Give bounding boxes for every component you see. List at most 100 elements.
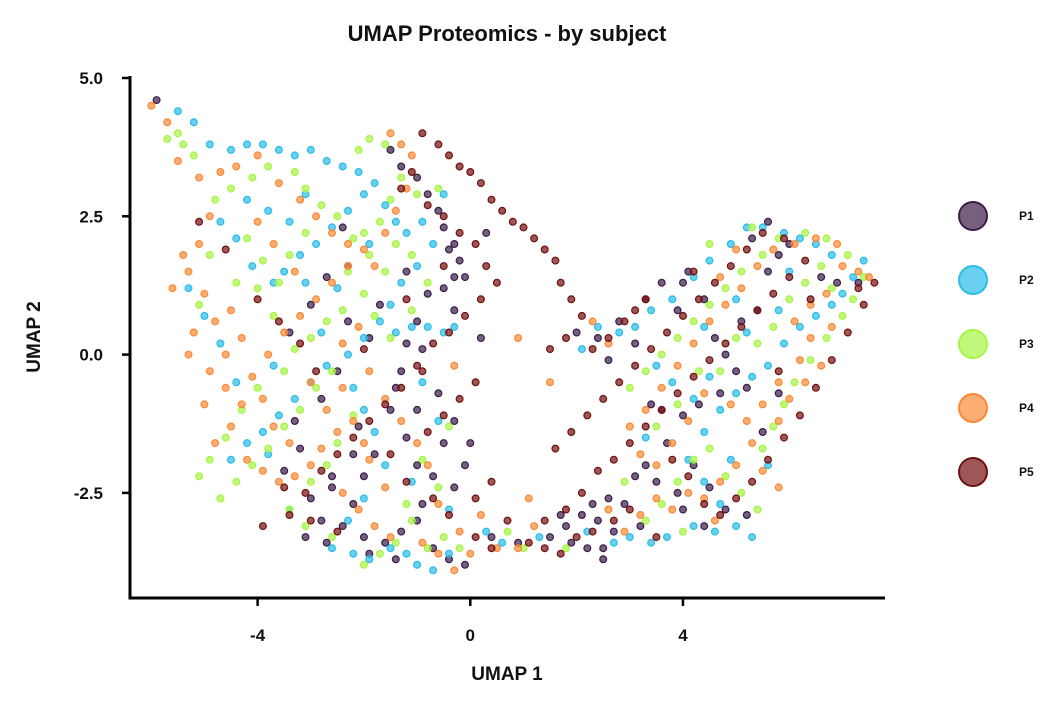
data-point [195,300,204,309]
data-point [471,378,480,387]
data-point [306,145,315,154]
data-point [631,306,640,315]
data-point [306,461,315,470]
data-point [290,417,299,426]
data-point [748,533,757,542]
data-point [264,444,273,453]
data-point [248,262,257,271]
data-point [173,129,182,138]
data-point [625,383,634,392]
data-point [322,405,331,414]
data-point [253,217,262,226]
legend-label: P2 [1019,273,1034,287]
data-point [423,322,432,331]
data-point [243,234,252,243]
data-point [631,339,640,348]
data-point [418,217,427,226]
data-point [328,367,337,376]
data-point [785,295,794,304]
data-point [179,251,188,260]
data-point [189,328,198,337]
data-point [572,328,581,337]
y-tick-label: 2.5 [79,207,103,226]
data-point [487,544,496,553]
data-point [461,560,470,569]
data-point [609,538,618,547]
data-point [556,278,565,287]
data-point [572,533,581,542]
data-point [338,488,347,497]
data-point [306,300,315,309]
data-point [732,334,741,343]
data-point [301,488,310,497]
data-point [763,217,772,226]
data-point [535,533,544,542]
data-point [721,284,730,293]
data-point [849,273,858,282]
data-point [524,538,533,547]
points-layer [147,96,879,575]
data-point [758,444,767,453]
data-point [827,300,836,309]
data-point [163,118,172,127]
data-point [232,378,241,387]
data-point [779,339,788,348]
data-point [418,129,427,138]
data-point [290,472,299,481]
data-point [397,140,406,149]
data-point [609,455,618,464]
data-point [806,334,815,343]
data-point [859,256,868,265]
data-point [774,483,783,492]
data-point [716,367,725,376]
data-point [450,566,459,575]
data-point [269,422,278,431]
data-point [551,256,560,265]
data-point [742,383,751,392]
data-point [248,173,257,182]
data-point [365,455,374,464]
data-point [290,267,299,276]
data-point [354,168,363,177]
data-point [647,538,656,547]
data-point [604,334,613,343]
data-point [359,334,368,343]
data-point [561,334,570,343]
data-point [301,228,310,237]
data-point [434,417,443,426]
data-point [556,549,565,558]
data-point [577,311,586,320]
data-point [189,151,198,160]
data-point [461,273,470,282]
data-point [328,544,337,553]
data-point [296,444,305,453]
data-point [205,455,214,464]
data-point [359,245,368,254]
data-point [413,560,422,569]
data-point [184,350,193,359]
data-point [641,422,650,431]
data-point [296,195,305,204]
data-point [530,522,539,531]
data-point [439,284,448,293]
data-point [716,389,725,398]
data-point [763,455,772,464]
data-point [237,400,246,409]
data-point [232,162,241,171]
data-point [306,494,315,503]
data-point [583,411,592,420]
data-point [673,477,682,486]
data-point [344,317,353,326]
data-point [604,505,613,514]
data-point [328,533,337,542]
data-point [423,201,432,210]
data-point [716,500,725,509]
data-point [386,129,395,138]
data-point [274,411,283,420]
data-point [822,234,831,243]
data-point [684,472,693,481]
data-point [434,184,443,193]
data-point [678,505,687,514]
data-point [397,278,406,287]
data-point [274,145,283,154]
